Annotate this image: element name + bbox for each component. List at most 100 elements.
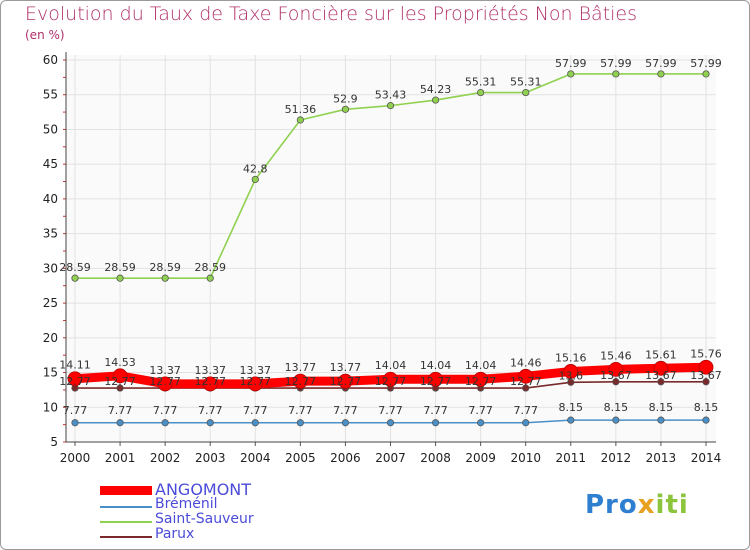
data-label-saint-sauveur-2014: 57.99 <box>690 57 722 70</box>
data-label-angomont-2009: 14.04 <box>465 359 497 372</box>
data-label-br-m-nil-2011: 8.15 <box>559 401 584 414</box>
data-label-saint-sauveur-2006: 52.9 <box>333 92 358 105</box>
data-label-angomont-2002: 13.37 <box>149 364 181 377</box>
legend-label-saint-sauveur: Saint-Sauveur <box>155 511 254 527</box>
data-label-angomont-2004: 13.37 <box>240 364 272 377</box>
data-label-parux-2000: 12.77 <box>59 375 91 388</box>
data-label-parux-2002: 12.77 <box>149 375 181 388</box>
y-tick-label-20: 20 <box>43 331 58 345</box>
data-label-parux-2006: 12.77 <box>330 375 362 388</box>
data-label-parux-2010: 12.77 <box>510 375 542 388</box>
data-point-br-m-nil-2002 <box>161 419 169 427</box>
legend-label-bremenil: Bréménil <box>155 496 218 512</box>
data-label-angomont-2012: 15.46 <box>600 349 632 362</box>
data-label-br-m-nil-2014: 8.15 <box>694 401 719 414</box>
data-point-angomont-2008 <box>428 371 443 387</box>
data-label-br-m-nil-2004: 7.77 <box>243 404 268 417</box>
x-tick-label-2006: 2006 <box>330 451 361 465</box>
data-label-br-m-nil-2005: 7.77 <box>288 404 313 417</box>
data-point-parux-2011 <box>567 378 575 386</box>
data-label-angomont-2008: 14.04 <box>420 359 452 372</box>
chart-subtitle: (en %) <box>25 28 65 42</box>
data-point-parux-2013 <box>657 378 665 386</box>
data-point-saint-sauveur-2001 <box>116 274 124 282</box>
logo-part-pro: Pro <box>585 490 638 520</box>
data-point-angomont-2011 <box>563 364 579 379</box>
data-label-br-m-nil-2010: 7.77 <box>513 404 538 417</box>
x-tick-label-2007: 2007 <box>375 451 406 465</box>
data-point-saint-sauveur-2010 <box>522 88 530 97</box>
y-tick-label-35: 35 <box>43 227 58 241</box>
data-label-saint-sauveur-2003: 28.59 <box>194 261 226 274</box>
data-label-br-m-nil-2003: 7.77 <box>198 404 223 417</box>
data-label-saint-sauveur-2007: 53.43 <box>375 89 407 102</box>
legend-swatch-saint-sauveur <box>100 521 152 523</box>
data-point-angomont-2001 <box>112 368 128 384</box>
data-point-saint-sauveur-2004 <box>251 175 259 184</box>
data-point-br-m-nil-2010 <box>522 419 530 427</box>
data-label-angomont-2007: 14.04 <box>375 359 407 372</box>
data-label-parux-2001: 12.77 <box>104 375 136 388</box>
y-tick-label-25: 25 <box>43 296 58 310</box>
x-tick-label-2010: 2010 <box>510 451 541 465</box>
data-point-br-m-nil-2009 <box>477 419 485 427</box>
data-label-saint-sauveur-2005: 51.36 <box>285 103 317 116</box>
data-label-br-m-nil-2009: 7.77 <box>468 404 493 417</box>
data-label-angomont-2013: 15.61 <box>645 348 677 361</box>
data-label-parux-2003: 12.77 <box>194 375 226 388</box>
y-tick-label-10: 10 <box>43 400 58 414</box>
data-label-angomont-2001: 14.53 <box>104 356 136 369</box>
data-label-br-m-nil-2000: 7.77 <box>63 404 88 417</box>
x-tick-label-2003: 2003 <box>195 451 226 465</box>
data-point-angomont-2009 <box>473 371 489 387</box>
x-tick-label-2012: 2012 <box>601 451 632 465</box>
data-point-saint-sauveur-2012 <box>612 70 620 78</box>
data-label-angomont-2011: 15.16 <box>555 351 587 364</box>
y-tick-label-40: 40 <box>43 192 58 206</box>
data-point-angomont-2003 <box>202 376 218 392</box>
y-tick-label-15: 15 <box>43 366 58 380</box>
chart-title: Evolution du Taux de Taxe Foncière sur l… <box>25 3 638 25</box>
data-point-br-m-nil-2014 <box>702 416 710 424</box>
data-point-br-m-nil-2007 <box>386 419 395 427</box>
data-point-br-m-nil-2011 <box>567 416 575 424</box>
data-label-br-m-nil-2013: 8.15 <box>649 401 674 414</box>
data-point-br-m-nil-2003 <box>206 419 214 427</box>
data-label-angomont-2010: 14.46 <box>510 356 542 369</box>
data-point-br-m-nil-2006 <box>341 419 350 427</box>
data-point-parux-2001 <box>116 384 124 392</box>
data-point-saint-sauveur-2003 <box>206 274 214 282</box>
legend-label-parux: Parux <box>155 526 195 542</box>
data-point-parux-2010 <box>522 384 530 392</box>
data-point-angomont-2014 <box>698 359 714 375</box>
data-point-saint-sauveur-2013 <box>657 70 665 78</box>
x-tick-label-2011: 2011 <box>556 451 587 465</box>
data-point-angomont-2004 <box>247 376 263 392</box>
data-label-parux-2005: 12.77 <box>285 375 317 388</box>
data-point-br-m-nil-2004 <box>251 419 259 427</box>
data-label-saint-sauveur-2001: 28.59 <box>104 261 136 274</box>
data-point-br-m-nil-2008 <box>431 419 440 427</box>
y-tick-label-5: 5 <box>50 435 58 449</box>
data-label-saint-sauveur-2009: 55.31 <box>465 76 497 89</box>
data-label-br-m-nil-2001: 7.77 <box>108 404 133 417</box>
data-label-parux-2012: 13.67 <box>600 369 632 382</box>
data-point-br-m-nil-2013 <box>657 416 665 424</box>
data-point-angomont-2002 <box>157 376 173 392</box>
data-point-saint-sauveur-2005 <box>296 116 304 124</box>
data-label-parux-2009: 12.77 <box>465 375 497 388</box>
y-tick-label-55: 55 <box>43 88 58 102</box>
legend-swatch-parux <box>100 536 152 538</box>
logo-part-x: x <box>637 490 656 520</box>
legend-swatch-bremenil <box>100 506 152 508</box>
x-tick-label-2001: 2001 <box>105 451 136 465</box>
data-label-angomont-2003: 13.37 <box>194 364 226 377</box>
data-label-saint-sauveur-2000: 28.59 <box>59 261 91 274</box>
x-tick-label-2005: 2005 <box>285 451 316 465</box>
data-label-angomont-2000: 14.11 <box>59 359 91 372</box>
data-label-parux-2014: 13.67 <box>690 369 722 382</box>
x-tick-label-2000: 2000 <box>60 451 91 465</box>
data-label-saint-sauveur-2012: 57.99 <box>600 57 632 70</box>
y-tick-label-50: 50 <box>43 122 58 136</box>
